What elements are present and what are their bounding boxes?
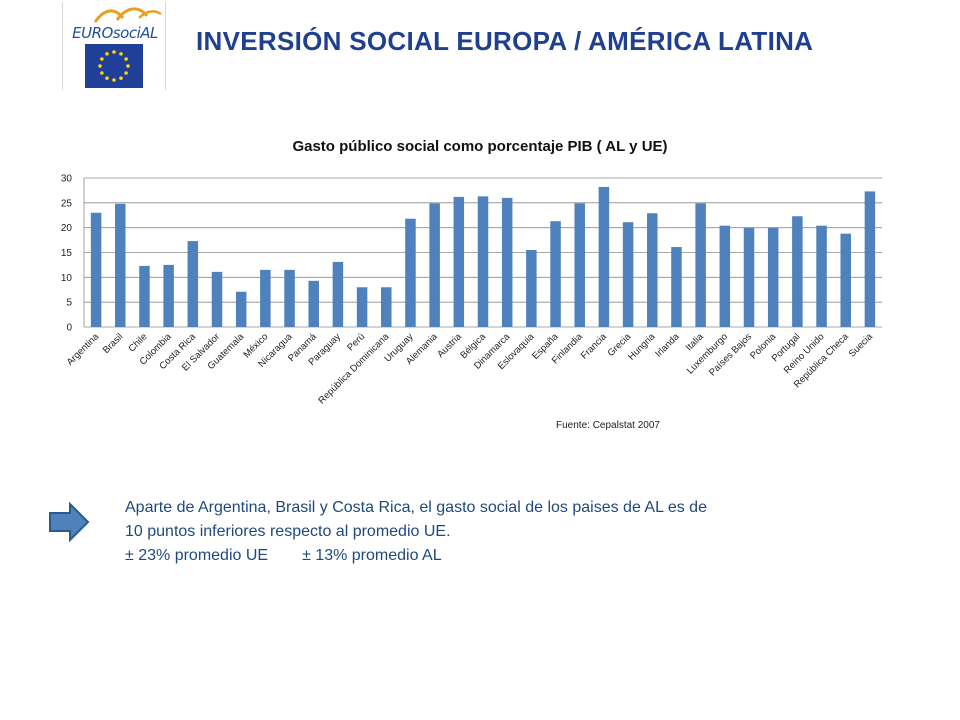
bar-23	[647, 213, 658, 327]
bar-11	[356, 287, 368, 327]
bar-8	[284, 269, 295, 327]
bar-30	[816, 225, 827, 327]
page-title: INVERSIÓN SOCIAL EUROPA / AMÉRICA LATINA	[196, 26, 814, 56]
x-tick-label: Irlanda	[653, 331, 682, 360]
x-tick-label: Brasil	[101, 331, 126, 356]
x-tick-label: Suecia	[847, 331, 876, 360]
source-note: Fuente: Cepalstat 2007	[556, 420, 660, 431]
promedio-al: ± 13% promedio AL	[302, 547, 442, 564]
bar-31	[840, 233, 851, 327]
x-tick-label: Francia	[579, 331, 610, 362]
bar-5	[211, 271, 223, 327]
bar-2	[139, 265, 150, 327]
bar-19	[550, 221, 561, 327]
bar-17	[501, 197, 513, 327]
bar-32	[864, 191, 876, 327]
bar-3	[163, 264, 174, 327]
bar-4	[187, 241, 199, 327]
chart-title: Gasto público social como porcentaje PIB…	[292, 138, 668, 155]
bar-26	[719, 225, 731, 327]
bar-0	[90, 212, 102, 327]
x-tick-label: Argentina	[65, 331, 102, 368]
bar-20	[574, 203, 585, 327]
y-tick-label: 30	[61, 174, 73, 185]
bar-1	[115, 203, 126, 327]
promedio-ue: ± 23% promedio UE	[125, 547, 269, 564]
bar-18	[526, 250, 537, 327]
bar-16	[477, 196, 489, 327]
right-arrow-icon	[49, 502, 90, 542]
eurosocial-logo: EUROsociAL	[62, 2, 166, 90]
bar-9	[308, 280, 319, 327]
bar-22	[622, 222, 634, 327]
y-tick-label: 15	[61, 248, 73, 259]
y-tick-label: 0	[66, 323, 72, 334]
bar-28	[767, 227, 779, 327]
note-line-1: Aparte de Argentina, Brasil y Costa Rica…	[125, 499, 707, 516]
bar-10	[332, 261, 344, 327]
note-text: Aparte de Argentina, Brasil y Costa Rica…	[125, 496, 825, 568]
y-tick-label: 25	[61, 198, 73, 209]
note-line-2: 10 puntos inferiores respecto al promedi…	[125, 523, 451, 540]
bar-12	[381, 287, 392, 327]
bar-13	[405, 218, 416, 327]
bar-14	[429, 203, 440, 327]
logo-text: EUROsociAL	[72, 24, 158, 42]
bar-24	[671, 247, 682, 327]
eu-flag-icon	[85, 44, 143, 88]
hands-swoosh-icon	[93, 7, 162, 23]
y-tick-label: 5	[66, 298, 72, 309]
x-tick-label: Hungria	[626, 331, 658, 363]
bar-6	[235, 291, 247, 327]
bar-21	[598, 186, 610, 327]
bar-29	[792, 216, 803, 327]
bar-25	[695, 203, 706, 327]
bar-7	[260, 269, 271, 327]
note-line-3: ± 23% promedio UE ± 13% promedio AL	[125, 544, 825, 568]
y-tick-label: 10	[61, 273, 73, 284]
bar-27	[743, 227, 755, 327]
bar-15	[453, 196, 465, 327]
y-tick-label: 20	[61, 223, 73, 234]
